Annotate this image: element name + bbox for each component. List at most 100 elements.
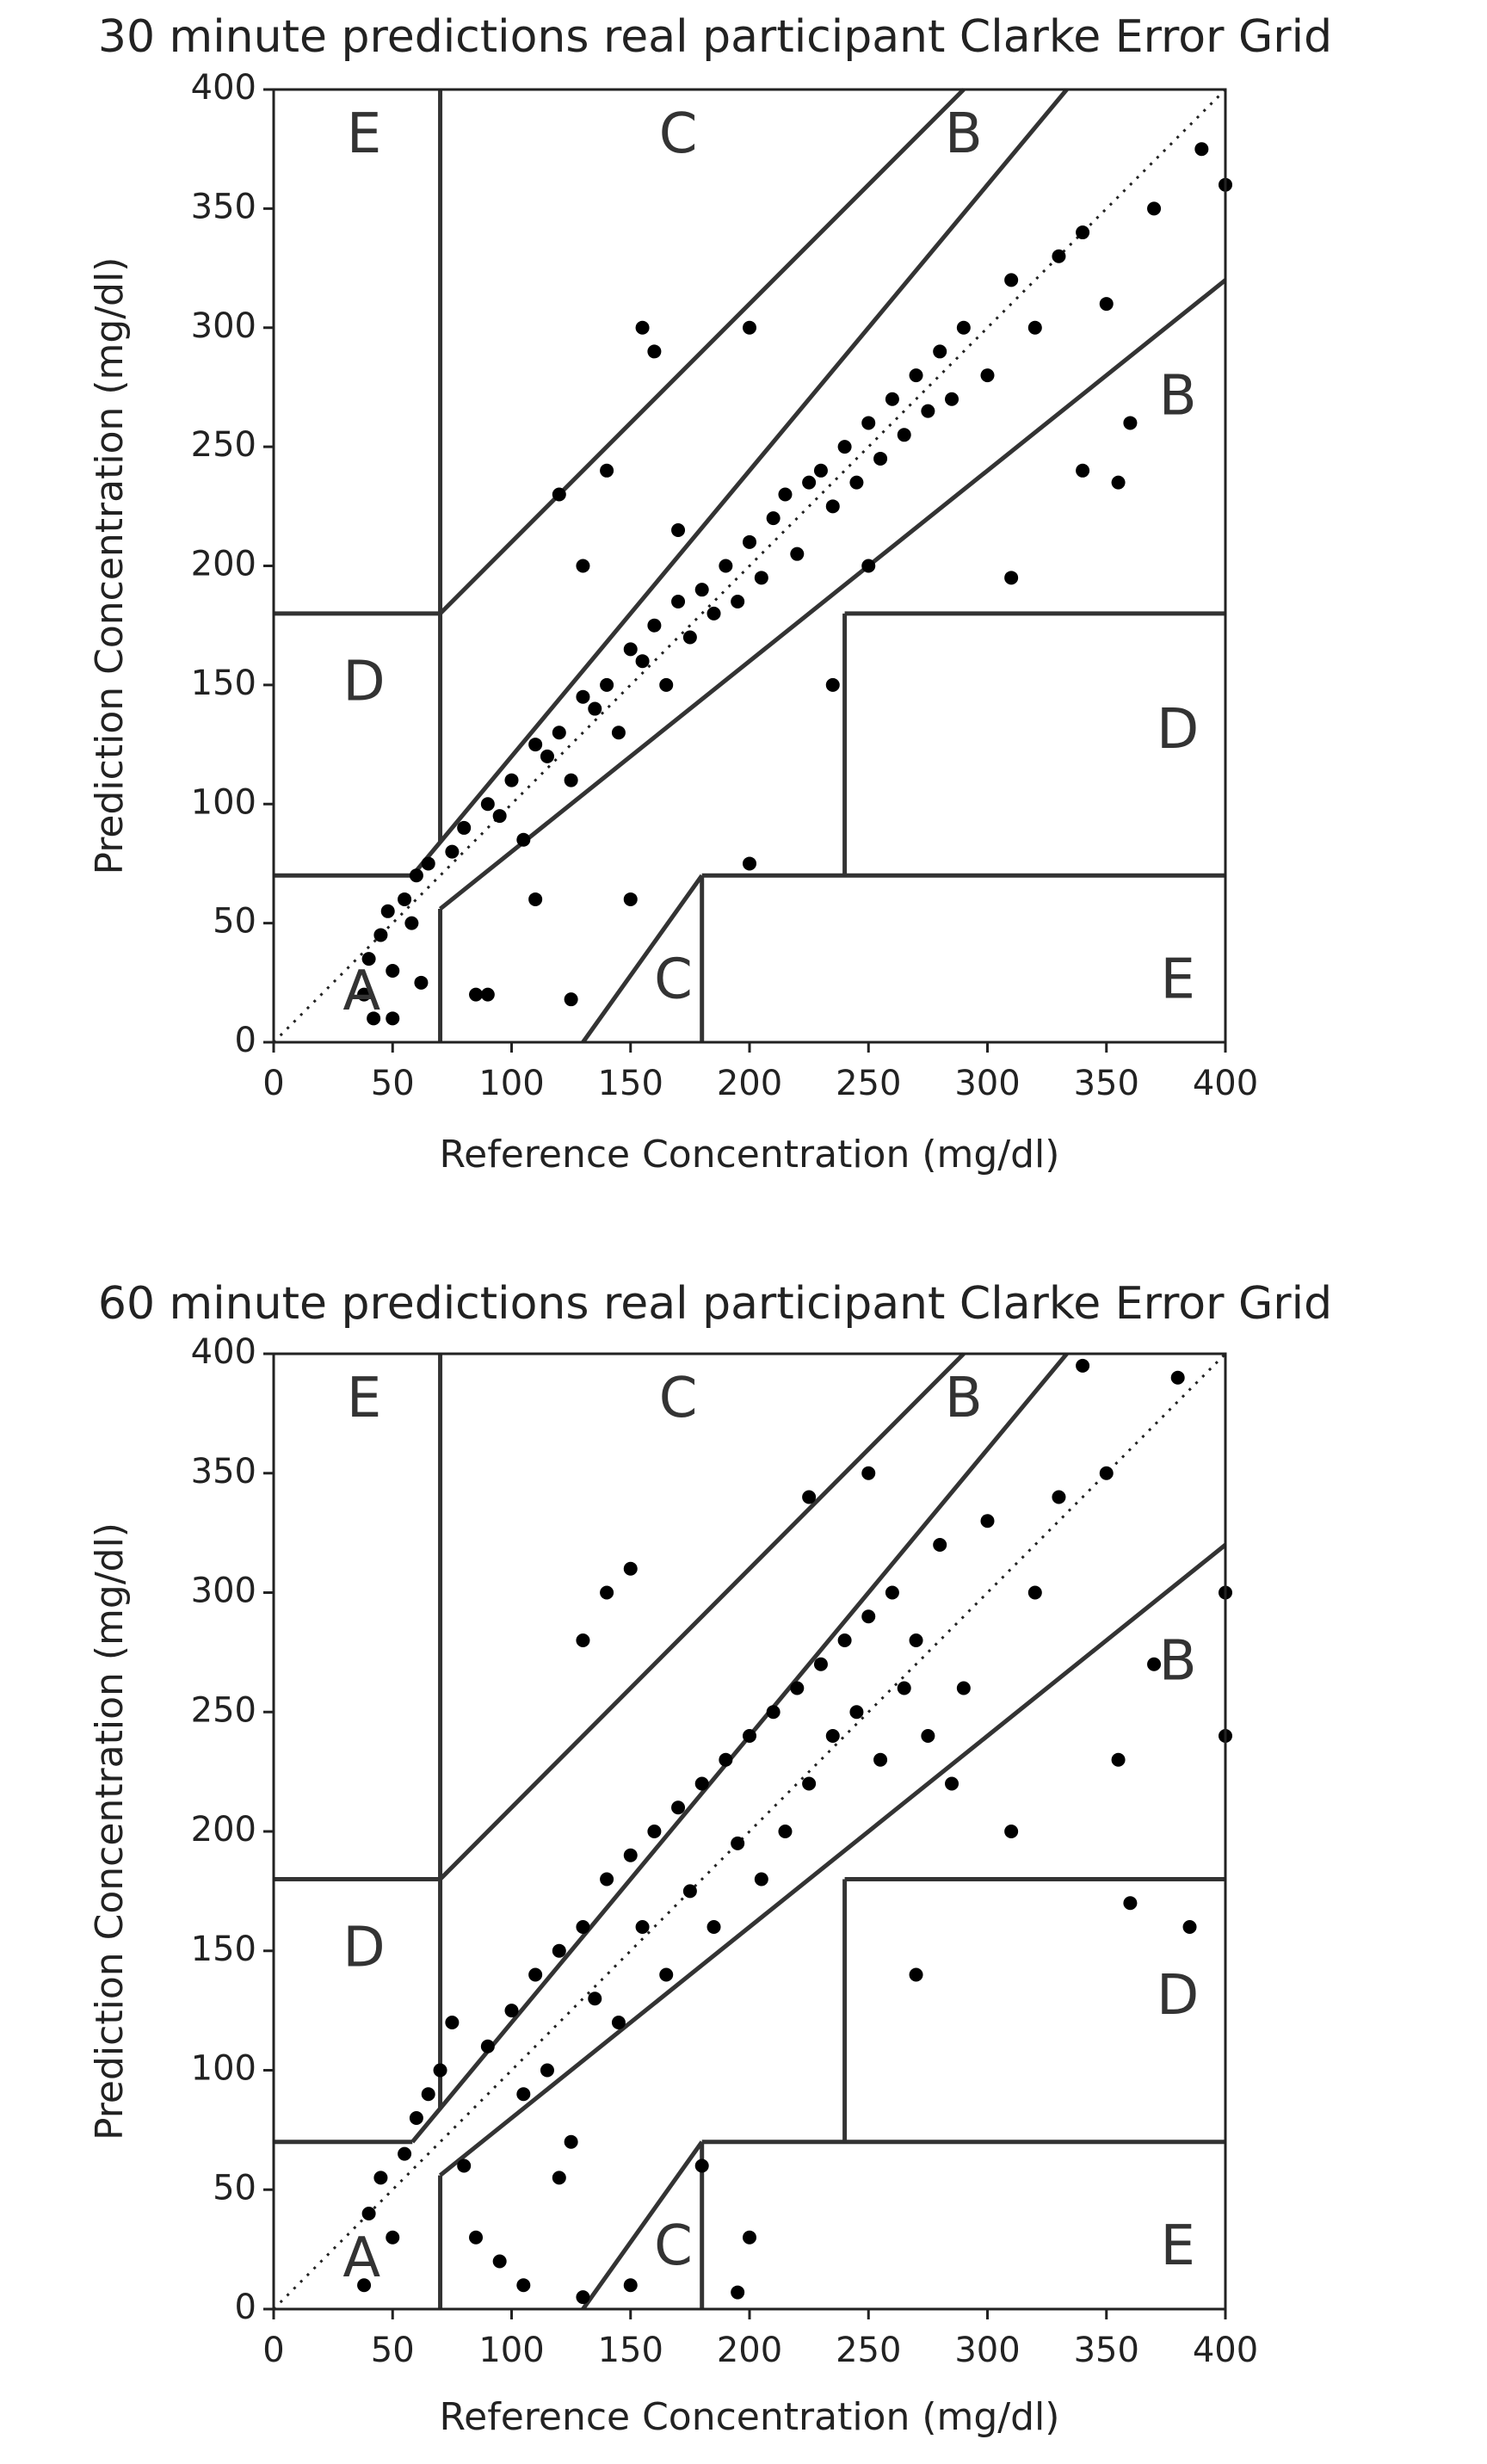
data-point xyxy=(623,1848,638,1862)
data-point xyxy=(743,534,756,549)
x-tick-label: 300 xyxy=(954,1064,1020,1103)
data-point xyxy=(1111,1752,1126,1767)
data-point xyxy=(611,726,626,740)
data-point xyxy=(457,820,472,835)
y-tick-label: 300 xyxy=(191,1572,256,1611)
data-point xyxy=(980,1514,995,1528)
data-point xyxy=(933,1538,947,1552)
data-point xyxy=(516,832,531,847)
data-point xyxy=(361,2207,376,2220)
data-point xyxy=(706,606,721,621)
data-point xyxy=(357,987,372,1002)
zone-label: E xyxy=(347,1367,381,1430)
data-point xyxy=(540,2063,554,2078)
data-point xyxy=(433,2063,447,2078)
y-tick-label: 100 xyxy=(191,782,256,822)
data-point xyxy=(600,1872,614,1887)
data-point xyxy=(766,1705,781,1720)
data-point xyxy=(1147,1657,1162,1671)
data-point xyxy=(861,1466,876,1480)
data-point xyxy=(802,1776,817,1791)
data-point xyxy=(980,368,995,383)
data-point xyxy=(552,2171,566,2185)
data-point xyxy=(956,320,971,335)
y-tick-label: 0 xyxy=(235,2288,256,2327)
x-tick-label: 300 xyxy=(954,2331,1020,2370)
data-point xyxy=(552,1943,566,1958)
chart-title: 30 minute predictions real participant C… xyxy=(98,11,1332,63)
data-point xyxy=(576,559,590,573)
data-point xyxy=(445,2016,460,2029)
data-point xyxy=(1052,249,1066,263)
data-point xyxy=(1123,416,1138,430)
zone-line xyxy=(581,2140,704,2311)
data-point xyxy=(647,1825,662,1838)
data-point xyxy=(469,987,484,1002)
data-point xyxy=(647,344,662,359)
x-tick-label: 100 xyxy=(478,2331,544,2370)
data-point xyxy=(778,487,793,502)
data-point xyxy=(480,2039,495,2053)
data-point xyxy=(588,701,602,716)
data-point xyxy=(1123,1896,1138,1911)
zone-label: B xyxy=(945,102,983,166)
data-point xyxy=(754,1872,768,1887)
data-point xyxy=(635,654,650,669)
y-tick-label: 350 xyxy=(191,187,256,226)
x-tick-label: 350 xyxy=(1074,1064,1139,1103)
data-point xyxy=(694,2158,709,2173)
data-point xyxy=(743,1729,756,1743)
y-tick-label: 200 xyxy=(191,545,256,584)
x-tick-label: 250 xyxy=(836,2331,901,2370)
y-tick-label: 200 xyxy=(191,1810,256,1850)
data-point xyxy=(909,368,923,383)
data-point xyxy=(837,1633,852,1647)
data-point xyxy=(1004,1825,1019,1838)
data-point xyxy=(414,975,429,990)
data-point xyxy=(1099,297,1114,312)
data-point xyxy=(1052,1490,1066,1504)
data-point xyxy=(802,1490,817,1504)
data-point xyxy=(564,2134,578,2149)
data-point xyxy=(909,1633,923,1647)
data-point xyxy=(897,428,911,442)
reference-line xyxy=(272,88,1227,1044)
data-point xyxy=(1076,225,1090,240)
data-point xyxy=(659,1967,674,1982)
data-point xyxy=(540,749,554,763)
y-axis-label: Prediction Concentration (mg/dl) xyxy=(88,1522,132,2140)
data-point xyxy=(409,868,423,883)
data-point xyxy=(719,1752,733,1767)
zone-label: D xyxy=(1157,698,1199,762)
data-point xyxy=(528,1967,543,1982)
data-point xyxy=(671,595,686,609)
data-point xyxy=(576,1633,590,1647)
data-point xyxy=(731,1836,745,1850)
data-point xyxy=(1076,1358,1090,1373)
data-point xyxy=(516,2087,531,2102)
zone-label: C xyxy=(659,1367,698,1430)
data-point xyxy=(731,2285,745,2300)
y-tick-label: 250 xyxy=(191,1690,256,1730)
zone-line xyxy=(438,1543,1227,2177)
zone-line xyxy=(438,1352,966,1881)
data-point xyxy=(409,2111,423,2125)
y-tick-label: 150 xyxy=(191,1930,256,1969)
data-point xyxy=(731,595,745,609)
data-point xyxy=(861,416,876,430)
data-point xyxy=(813,463,828,478)
data-point xyxy=(623,1561,638,1576)
y-tick-label: 150 xyxy=(191,664,256,703)
data-point xyxy=(1004,273,1019,287)
data-point xyxy=(743,2230,756,2245)
zone-label: D xyxy=(342,650,385,713)
x-tick-label: 150 xyxy=(598,1064,663,1103)
x-tick-label: 400 xyxy=(1193,1064,1258,1103)
zone-label: E xyxy=(1160,2214,1194,2278)
data-point xyxy=(945,1776,959,1791)
data-point xyxy=(719,559,733,573)
data-point xyxy=(921,1729,935,1743)
data-point xyxy=(1027,320,1042,335)
